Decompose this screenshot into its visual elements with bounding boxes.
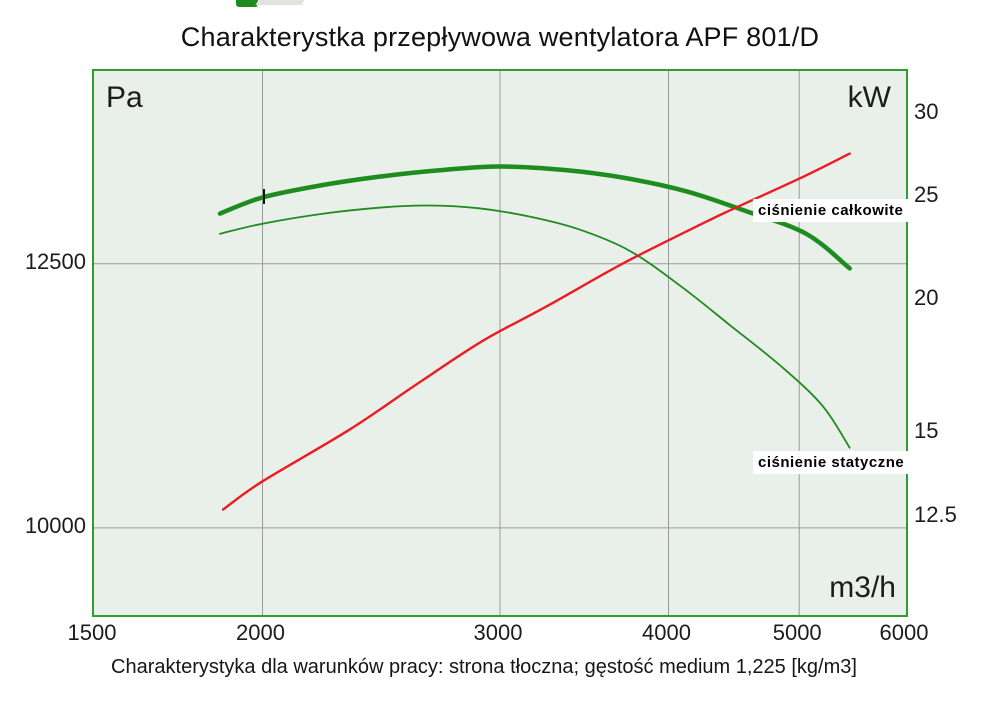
clipped-logo-swash: [255, 0, 305, 5]
x-tick-5000: 5000: [772, 620, 822, 645]
clipped-logo-fragment: [236, 0, 258, 7]
x-tick-6000: 6000: [879, 620, 929, 645]
left-axis-unit-label: Pa: [106, 81, 143, 114]
x-tick-4000: 4000: [642, 620, 691, 645]
y-right-tick-30: 30: [914, 98, 939, 124]
static-pressure-curve-label: ciśnienie statyczne: [753, 451, 910, 474]
curve-static: [219, 204, 851, 449]
chart-caption: Charakterystyka dla warunków pracy: stro…: [111, 656, 857, 678]
x-axis-unit-label: m3/h: [829, 571, 896, 604]
y-left-tick-10000: 10000: [24, 512, 86, 538]
x-tick-2000: 2000: [236, 620, 285, 645]
y-right-tick-25: 25: [914, 182, 939, 208]
artifact-mark: [263, 189, 265, 204]
right-axis-unit-label: kW: [847, 81, 891, 114]
x-tick-3000: 3000: [473, 620, 523, 645]
total-pressure-curve-label: ciśnienie całkowite: [753, 199, 909, 222]
chart-canvas: [94, 71, 906, 615]
plot-area: Pa kW m3/h ciśnienie całkowite ciśnienie…: [92, 69, 910, 617]
chart-title: Charakterystka przepływowa wentylatora A…: [180, 22, 820, 52]
y-left-tick-12500: 12500: [24, 248, 86, 274]
y-right-tick-12.5: 12.5: [914, 501, 957, 527]
y-right-tick-15: 15: [914, 417, 939, 443]
y-right-tick-20: 20: [914, 285, 939, 311]
x-tick-1500: 1500: [67, 620, 117, 645]
curve-power: [221, 152, 851, 511]
